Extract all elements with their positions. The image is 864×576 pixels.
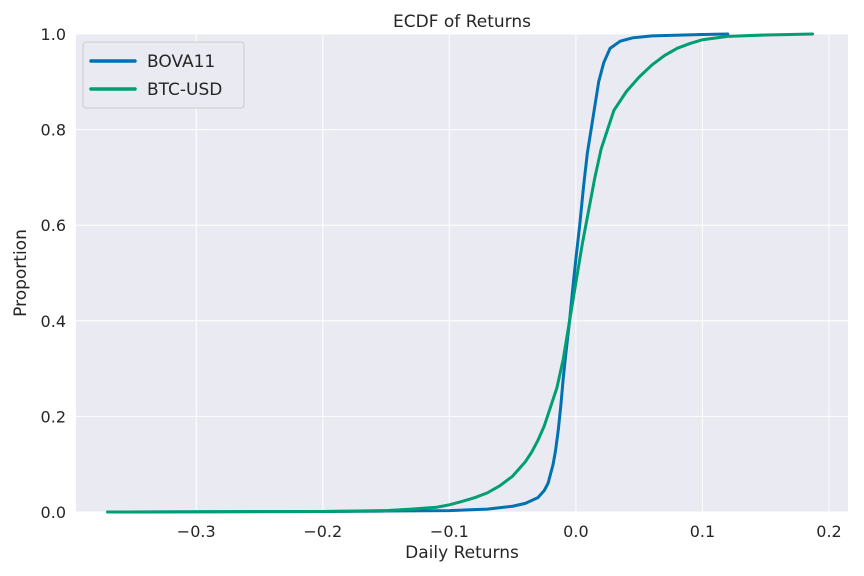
legend-frame	[82, 41, 245, 109]
x-tick-label: 0.0	[563, 522, 588, 541]
x-tick-label: −0.1	[430, 522, 469, 541]
legend-label-btc-usd: BTC-USD	[147, 80, 222, 100]
y-tick-label: 0.6	[41, 216, 66, 235]
y-axis-label: Proportion	[11, 229, 31, 317]
y-tick-label: 0.0	[41, 503, 66, 522]
x-tick-label: −0.3	[177, 522, 216, 541]
tick-labels: −0.3 −0.2 −0.1 0.0 0.1 0.2 0.0 0.2 0.4 0.6 0.8 1.0	[41, 25, 842, 541]
x-tick-label: 0.1	[690, 522, 715, 541]
y-tick-label: 0.8	[41, 121, 66, 140]
chart-title: ECDF of Returns	[393, 12, 531, 32]
series-line-bova11	[106, 32, 730, 514]
x-axis-label: Daily Returns	[405, 543, 519, 563]
x-tick-label: −0.2	[303, 522, 342, 541]
legend-label-bova11: BOVA11	[147, 52, 215, 72]
y-tick-label: 0.4	[41, 312, 66, 331]
plot-area	[76, 34, 848, 512]
series-line-btc-usd	[106, 32, 815, 514]
y-tick-label: 0.2	[41, 407, 66, 426]
y-tick-label: 1.0	[41, 25, 66, 44]
x-tick-label: 0.2	[816, 522, 841, 541]
series-lines	[106, 32, 815, 514]
legend: BOVA11 BTC-USD	[82, 41, 245, 109]
grid-lines	[76, 33, 848, 513]
